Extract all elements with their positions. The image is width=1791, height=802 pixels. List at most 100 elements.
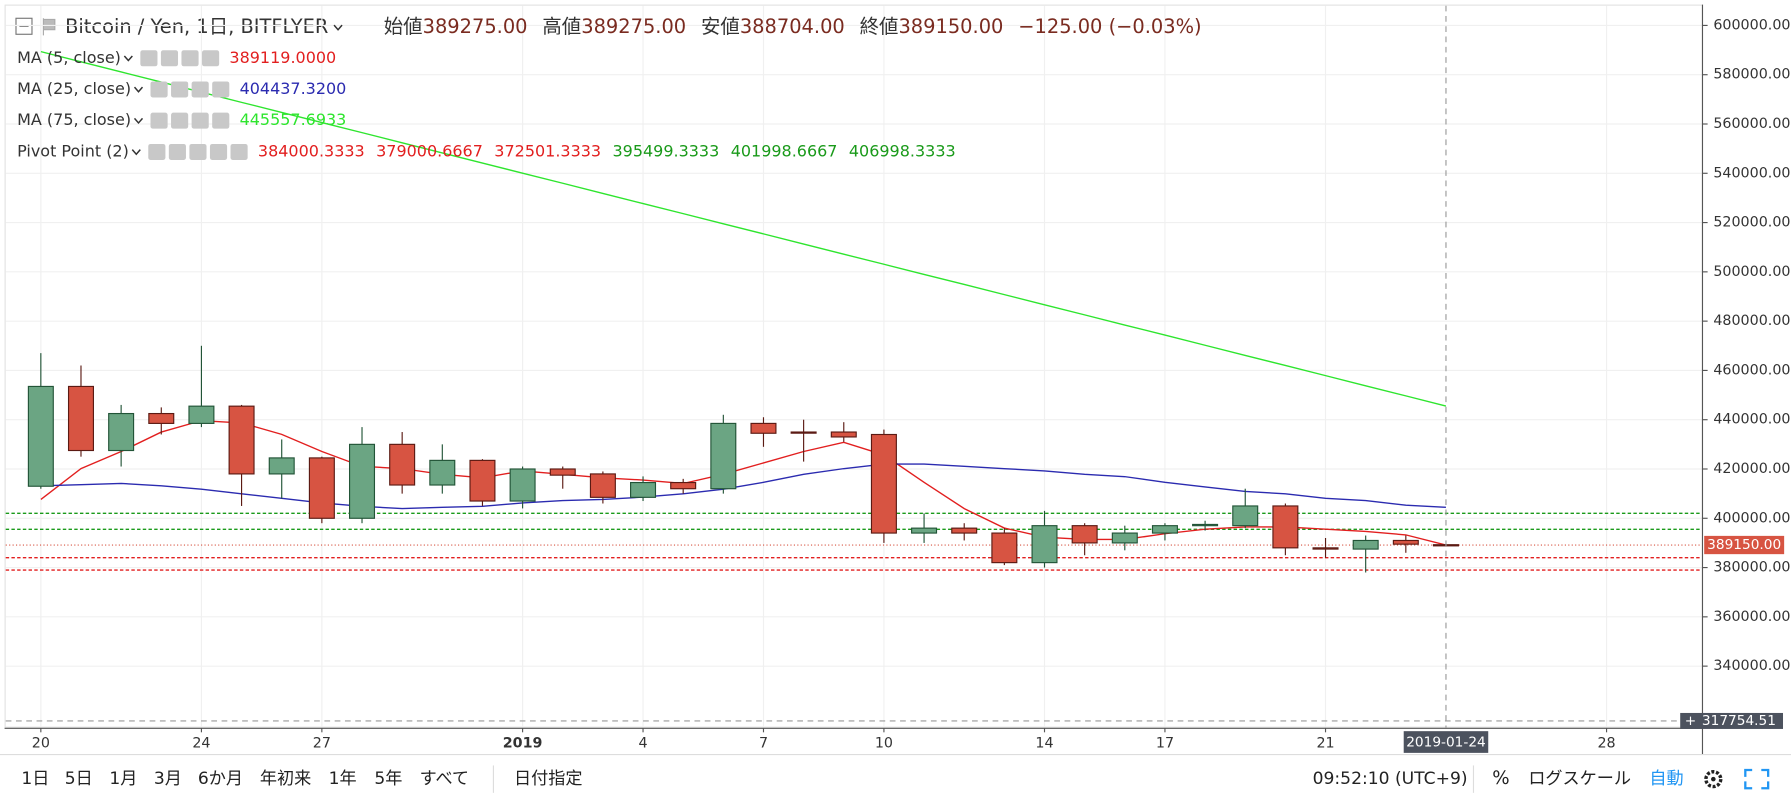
- candle-body: [589, 473, 616, 498]
- y-tick-label: 400000.00: [1713, 510, 1790, 526]
- candle-body: [308, 457, 335, 519]
- candle-body: [1151, 525, 1178, 534]
- candle-body: [1232, 505, 1259, 527]
- x-tick-label: 4: [639, 736, 648, 752]
- indicator-button[interactable]: [160, 50, 179, 67]
- indicator-button[interactable]: [148, 143, 166, 160]
- candle-body: [148, 412, 175, 424]
- indicator-button[interactable]: [191, 112, 209, 129]
- dropdown-arrow[interactable]: [133, 117, 144, 125]
- indicator-value: 389119.0000: [229, 48, 336, 67]
- indicator-button[interactable]: [209, 143, 228, 160]
- candle-body: [951, 527, 978, 534]
- last-price-label: 389150.00: [1707, 537, 1781, 553]
- dropdown-arrow[interactable]: [333, 24, 343, 31]
- candle-body: [870, 433, 897, 534]
- x-tick-label: 7: [759, 736, 768, 752]
- settings-button[interactable]: [1704, 770, 1723, 789]
- indicator-button[interactable]: [212, 112, 230, 129]
- indicator-value: 404437.3200: [240, 79, 347, 98]
- indicator-button[interactable]: [181, 50, 199, 67]
- candle-body: [509, 468, 536, 502]
- ohlc-value: 389275.00: [581, 15, 686, 38]
- percent-button[interactable]: %: [1492, 768, 1509, 789]
- ohlc-label: 終値: [860, 15, 899, 38]
- candle-body: [1272, 505, 1299, 549]
- candle-body: [348, 443, 376, 519]
- candle-body: [1312, 547, 1339, 550]
- y-tick-label: 360000.00: [1713, 609, 1790, 625]
- pivot-value: 372501.3333: [494, 141, 601, 160]
- ohlc-value: 389275.00: [423, 15, 528, 38]
- gear-inner: [1711, 776, 1716, 782]
- candle-body: [27, 385, 54, 487]
- range-button[interactable]: 年初来: [260, 769, 311, 789]
- candle-body: [389, 443, 416, 486]
- indicator-button[interactable]: [140, 50, 158, 67]
- x-tick-label: 21: [1316, 736, 1334, 752]
- candle-body: [108, 412, 135, 452]
- ohlc-label: 始値: [384, 15, 423, 38]
- range-button[interactable]: 5日: [65, 769, 93, 789]
- range-button[interactable]: 6か月: [198, 769, 243, 789]
- date-button[interactable]: 日付指定: [514, 769, 582, 789]
- y-tick-label: 580000.00: [1713, 67, 1790, 83]
- ohlc-label: 安値: [701, 15, 740, 38]
- indicator-button[interactable]: [191, 81, 209, 98]
- pivot-value: 379000.6667: [376, 141, 483, 160]
- candle-body: [1111, 532, 1138, 544]
- x-tick-label: 27: [313, 736, 331, 752]
- indicator-button[interactable]: [230, 143, 248, 160]
- pivot-value: 406998.3333: [849, 141, 956, 160]
- y-tick-label: 440000.00: [1713, 412, 1790, 428]
- dropdown-arrow[interactable]: [123, 55, 133, 62]
- flag-icon: [42, 18, 56, 36]
- candle-body: [1352, 539, 1379, 550]
- range-button[interactable]: 3月: [154, 769, 182, 789]
- candle-body: [228, 405, 255, 475]
- range-button[interactable]: 1年: [329, 769, 357, 789]
- x-tick-label: 17: [1156, 736, 1174, 752]
- crosshair-x-label: 2019-01-24: [1406, 735, 1486, 751]
- indicator-button[interactable]: [171, 112, 189, 129]
- indicator-value: 445557.6933: [240, 110, 347, 129]
- candle-body: [750, 422, 777, 434]
- candle-body: [911, 527, 938, 534]
- range-button[interactable]: 1日: [21, 769, 49, 789]
- ohlc-label: 高値: [542, 15, 581, 38]
- range-button[interactable]: 5年: [374, 769, 402, 789]
- indicator-button[interactable]: [150, 81, 168, 98]
- indicator-button[interactable]: [202, 50, 220, 67]
- indicator-name: Pivot Point (2): [17, 141, 129, 160]
- gear-outer: [1704, 770, 1723, 789]
- last-price-box: [1704, 535, 1785, 555]
- crosshair-x-box: [1403, 731, 1489, 753]
- y-tick-label: 420000.00: [1713, 461, 1790, 477]
- log-button[interactable]: ログスケール: [1528, 769, 1631, 789]
- collapse-icon[interactable]: [15, 17, 33, 35]
- indicator-name: MA (5, close): [17, 48, 121, 67]
- dropdown-arrow[interactable]: [133, 86, 144, 93]
- pivot-value: 401998.6667: [731, 141, 838, 160]
- ma-line: [40, 50, 1447, 407]
- ma-line: [40, 463, 1446, 510]
- candle-body: [830, 431, 857, 438]
- indicator-button[interactable]: [171, 81, 189, 98]
- auto-button[interactable]: 自動: [1649, 769, 1683, 789]
- indicator-button[interactable]: [189, 143, 207, 160]
- indicator-button[interactable]: [150, 112, 168, 129]
- crosshair-plus[interactable]: +: [1685, 713, 1696, 729]
- x-tick-label: 2019: [503, 736, 543, 752]
- range-button[interactable]: すべて: [420, 769, 469, 789]
- clock: 09:52:10 (UTC+9): [1313, 769, 1468, 789]
- y-tick-label: 460000.00: [1713, 362, 1790, 378]
- symbol-title: Bitcoin / Yen, 1日, BITFLYER: [65, 15, 328, 38]
- indicator-button[interactable]: [212, 81, 230, 98]
- pivot-value: 395499.3333: [613, 141, 720, 160]
- candle-body: [1392, 539, 1419, 545]
- fullscreen-button[interactable]: [1744, 768, 1770, 790]
- dropdown-arrow[interactable]: [131, 149, 141, 156]
- indicator-button[interactable]: [168, 143, 186, 160]
- range-button[interactable]: 1月: [109, 769, 137, 789]
